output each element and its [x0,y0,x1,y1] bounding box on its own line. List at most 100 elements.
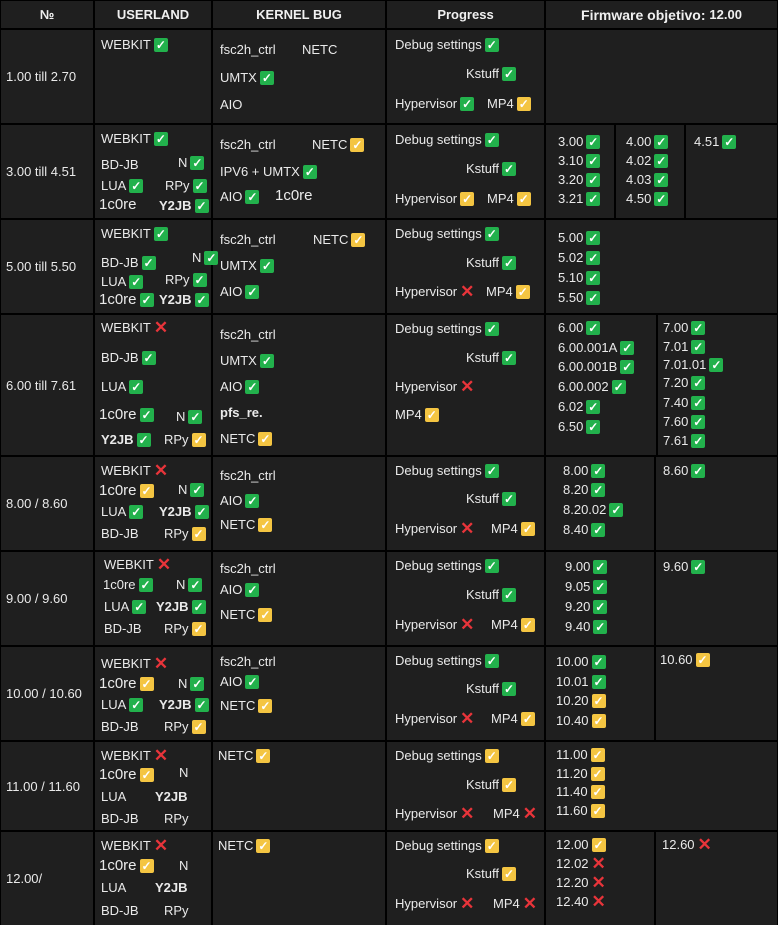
status-item-label: N [179,765,189,780]
status-item-label: 3.10 [558,153,584,168]
check-yellow-icon: ✓ [515,285,530,299]
status-item-label: 6.00 [558,320,584,335]
check-green-icon: ✓ [484,654,499,668]
check-green-icon: ✓ [586,135,601,149]
status-item: 3.00 ✓ [558,134,601,150]
check-yellow-icon: ✓ [591,714,606,728]
check-green-icon: ✓ [691,396,706,410]
check-yellow-icon: ✓ [191,527,206,541]
status-item: fsc2h_ctrl [220,654,276,670]
status-item: Kstuff ✓ [466,350,517,366]
status-item-label: Debug settings [395,558,482,573]
status-item-label: Y2JB [159,198,192,213]
status-item: LUA ✓ [101,178,144,194]
status-item: LUA ✓ [101,274,144,290]
status-item-label: NETC [302,42,338,57]
cross-icon: ✕ [697,835,712,854]
check-yellow-icon: ✓ [258,518,273,532]
check-green-icon: ✓ [593,580,608,594]
status-item: MP4 ✓ [491,711,535,727]
version-cell: 10.00 / 10.60 [1,647,93,740]
status-item: IPV6 + UMTX ✓ [220,164,317,180]
table-cell [546,742,777,830]
status-item: Y2JB ✓ [101,432,151,448]
status-item: 3.10 ✓ [558,153,601,169]
check-yellow-icon: ✓ [591,838,606,852]
check-green-icon: ✓ [153,38,168,52]
cross-icon: ✕ [460,709,475,728]
check-green-icon: ✓ [691,376,706,390]
status-item-label: fsc2h_ctrl [220,327,276,342]
check-green-icon: ✓ [502,492,517,506]
status-item-label: Debug settings [395,463,482,478]
status-item: Y2JB ✓ [159,697,209,713]
status-item-label: UMTX [220,258,257,273]
check-green-icon: ✓ [591,464,606,478]
table-cell [656,832,777,925]
status-item: NETC ✓ [218,748,271,764]
status-item: 8.00 ✓ [563,463,606,479]
table-cell [95,30,211,123]
status-item: Kstuff ✓ [466,777,517,793]
status-item: NETC ✓ [312,137,365,153]
check-green-icon: ✓ [691,434,706,448]
status-item: NETC ✓ [220,517,273,533]
status-item: RPy ✓ [165,272,207,288]
table-cell [213,457,385,550]
status-item-label: 5.10 [558,270,584,285]
cross-icon: ✕ [522,804,537,823]
status-item: fsc2h_ctrl [220,137,276,153]
status-item: 4.02 ✓ [626,153,669,169]
status-item: WEBKIT ✕ [101,319,168,336]
check-green-icon: ✓ [153,227,168,241]
status-item-label: WEBKIT [101,320,151,335]
status-item: LUA [101,880,126,896]
status-item-label: 5.00 [558,230,584,245]
status-item-label: AIO [220,97,243,112]
status-item-label: 3.20 [558,172,584,187]
check-yellow-icon: ✓ [695,653,710,667]
status-item: BD-JB [101,719,139,735]
status-item: 7.20 ✓ [663,375,706,391]
status-item-label: 12.00 [556,837,589,852]
check-green-icon: ✓ [502,256,517,270]
check-green-icon: ✓ [484,322,499,336]
check-green-icon: ✓ [484,38,499,52]
version-range: 11.00 / 11.60 [6,778,80,794]
status-item: 11.40 ✓ [556,784,605,800]
status-item-label: 5.02 [558,250,584,265]
status-item-label: 1c0re [99,766,137,783]
status-item: Hypervisor ✕ [395,709,475,728]
status-item-label: N [178,676,188,691]
check-yellow-icon: ✓ [520,712,535,726]
status-item-label: Hypervisor [395,191,458,206]
status-item: 10.40 ✓ [556,713,606,729]
check-green-icon: ✓ [691,321,706,335]
status-item-label: fsc2h_ctrl [220,42,276,57]
table-cell [95,125,211,218]
check-green-icon: ✓ [191,600,206,614]
status-item-label: 6.00.001A [558,340,618,355]
status-item-label: Kstuff [466,587,500,602]
status-item: Hypervisor ✓ [395,96,475,112]
table-cell [387,832,544,925]
status-item-label: 12.40 [556,894,589,909]
header-userland: USERLAND [95,1,211,28]
status-item: Y2JB ✓ [156,599,206,615]
status-item-label: BD-JB [101,719,139,734]
check-green-icon: ✓ [591,675,606,689]
status-item-label: Kstuff [466,681,500,696]
cross-icon: ✕ [153,836,169,855]
check-green-icon: ✓ [194,199,209,213]
status-item-label: N [178,482,188,497]
check-green-icon: ✓ [709,358,724,372]
status-item-label: MP4 [487,191,514,206]
status-item-label: 1c0re [99,406,137,423]
status-item: Y2JB ✓ [159,504,209,520]
status-item: WEBKIT ✕ [101,655,168,672]
table-cell [546,30,777,123]
check-green-icon: ✓ [620,341,635,355]
firmware-value: 12.00 [709,7,742,22]
version-range: 6.00 till 7.61 [6,377,77,393]
